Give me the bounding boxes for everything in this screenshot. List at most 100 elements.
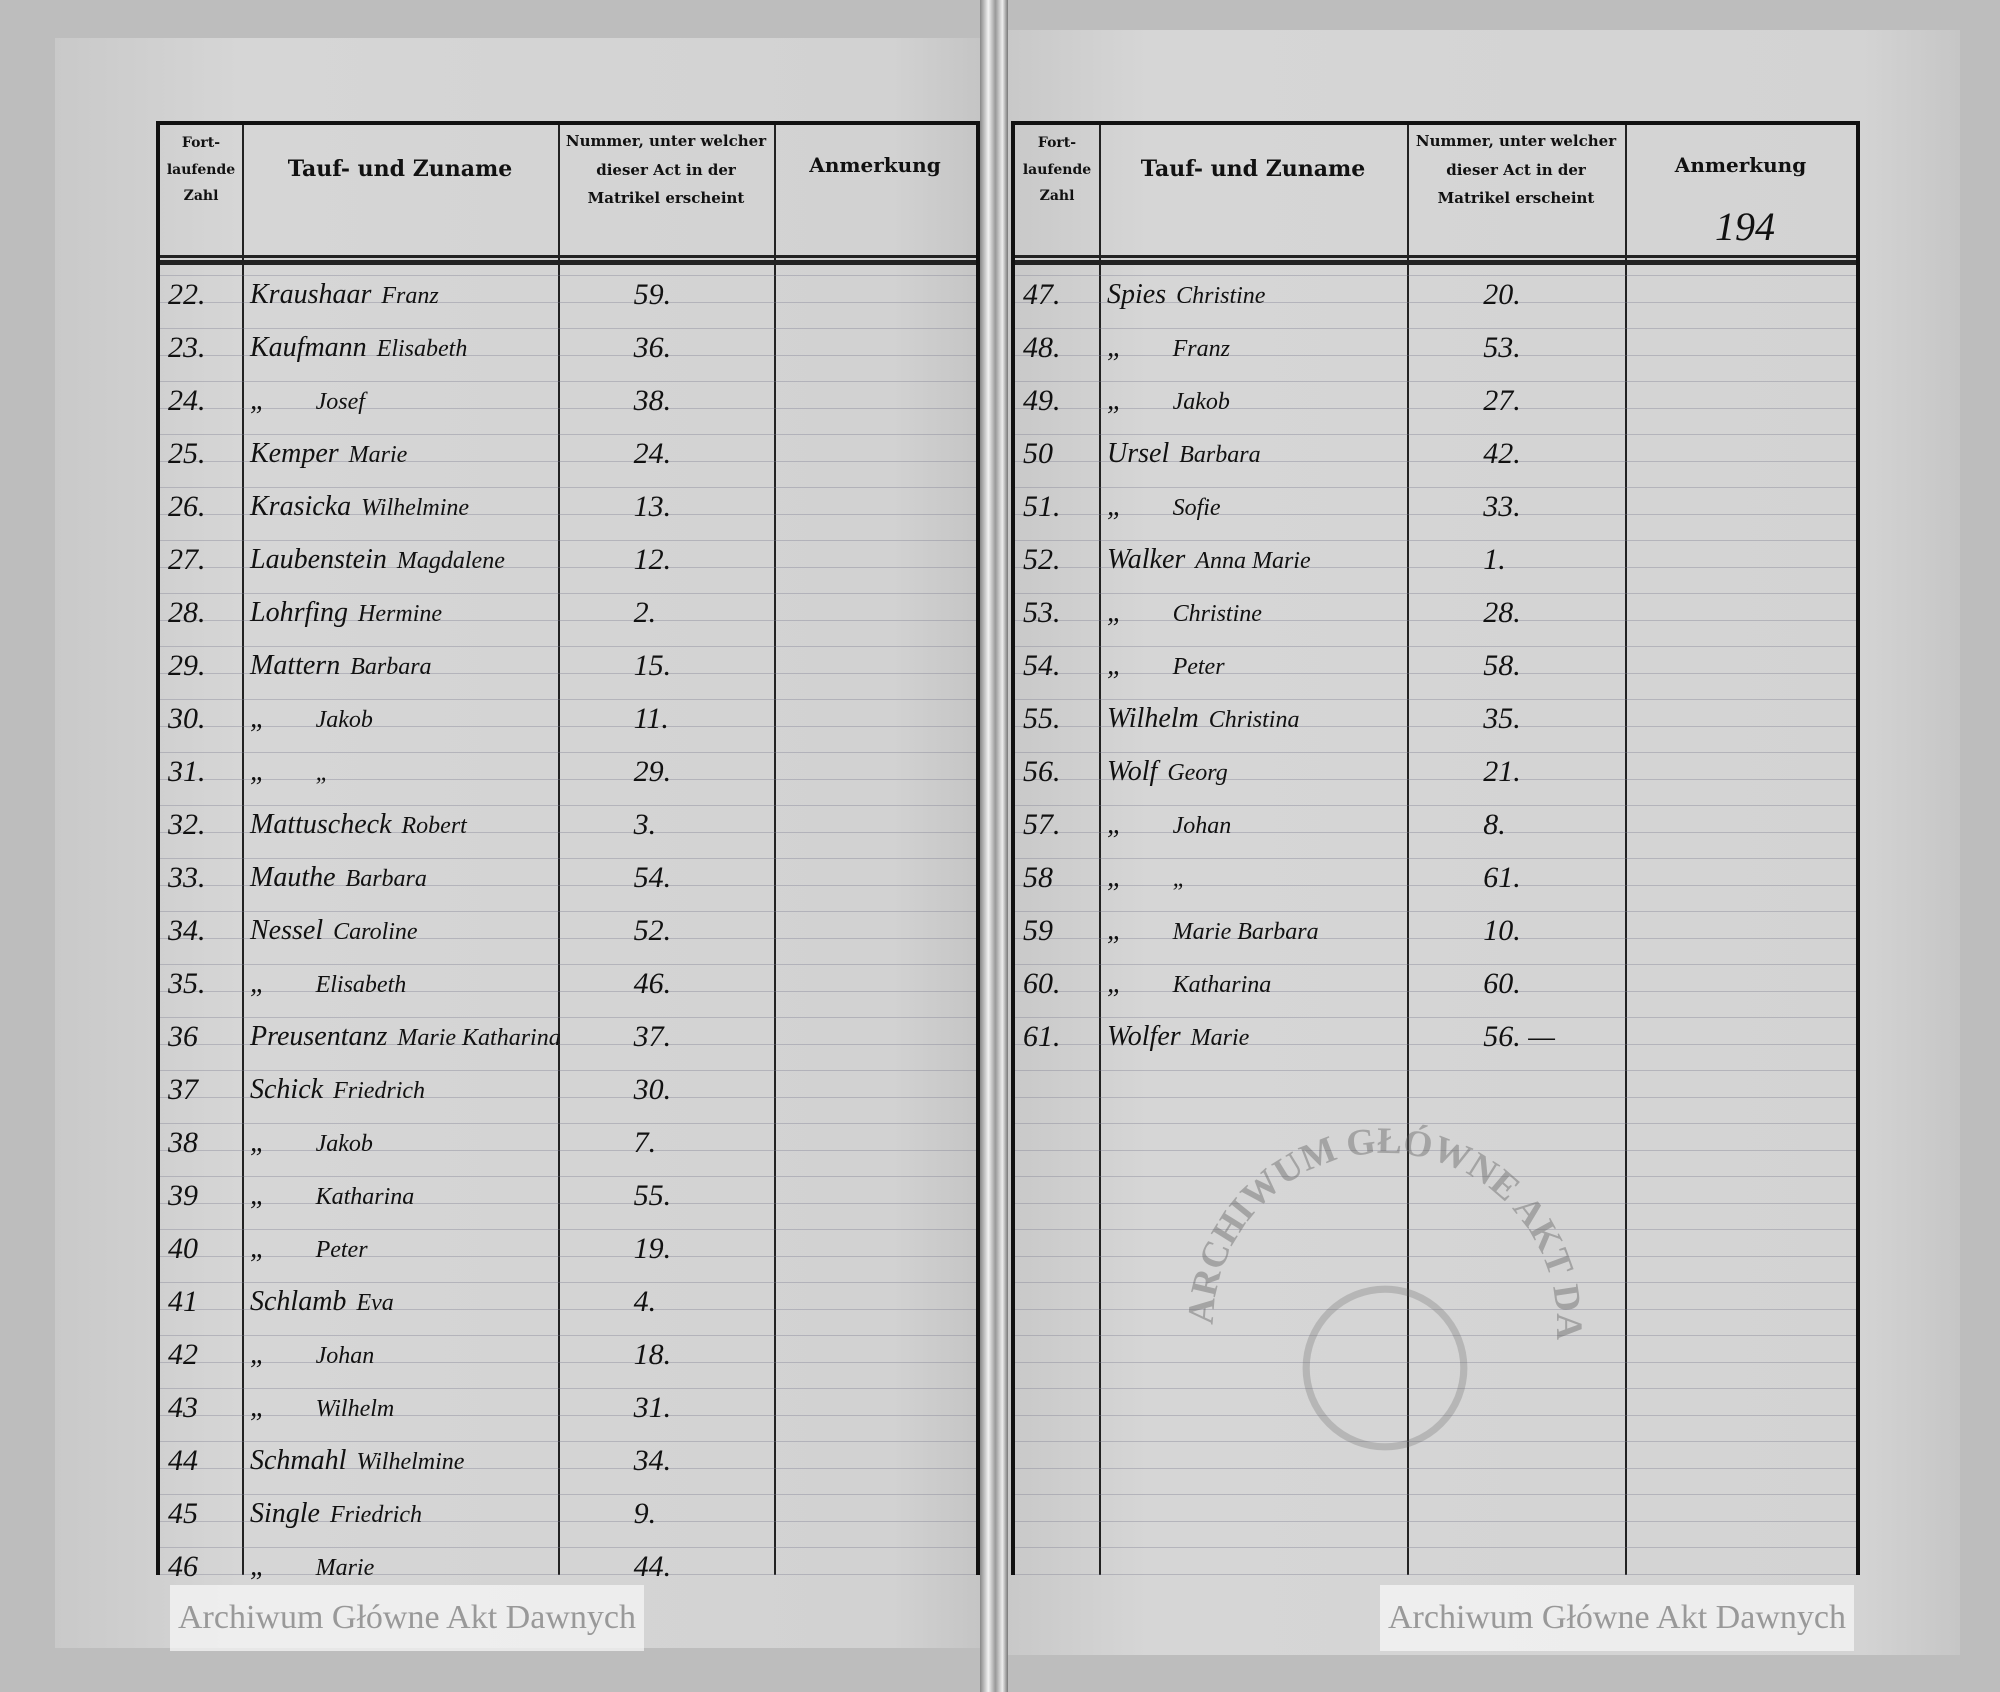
entry-surname: Krasicka [250, 491, 352, 522]
ruled-line [160, 964, 976, 965]
entry-surname: Kaufmann [250, 332, 367, 363]
entry-number: 52. [1023, 543, 1061, 576]
header-name: Tauf- und Zuname [1140, 156, 1366, 183]
entry-given-name: „ [1172, 866, 1186, 892]
entry-surname: „ [250, 1233, 266, 1264]
ruled-line [160, 1229, 976, 1230]
entry-name: „ Peter [250, 1231, 368, 1268]
entry-name: „ Marie Barbara [1107, 913, 1319, 950]
ruled-line [1015, 964, 1856, 965]
header-act: Nummer, unter welcher dieser Act in der … [1415, 132, 1617, 208]
entry-act-number: 12. [633, 543, 672, 576]
entry-given-name: Christina [1208, 707, 1300, 733]
entry-surname: Walker [1107, 544, 1186, 575]
ruled-line [1015, 1255, 1856, 1257]
ruled-line [160, 513, 976, 515]
entry-number: 53. [1023, 596, 1061, 629]
entry-act-number: 10. [1483, 914, 1521, 947]
entry-number: 29. [168, 649, 206, 682]
entry-number: 61. [1023, 1020, 1061, 1053]
entry-number: 54. [1023, 649, 1061, 682]
entry-number: 56. [1023, 755, 1061, 788]
ruled-line [160, 540, 976, 541]
ruled-line [160, 1308, 976, 1310]
entry-number: 45 [168, 1497, 198, 1530]
ruled-line [1015, 1229, 1856, 1230]
entry-name: „ Katharina [1107, 966, 1271, 1003]
column-divider [558, 125, 560, 1575]
ruled-line [160, 1070, 976, 1071]
entry-act-number: 28. [1483, 596, 1521, 629]
header-note: Anmerkung [809, 153, 941, 177]
entry-name: Mauthe Barbara [250, 860, 427, 897]
entry-name: „ Marie [250, 1549, 374, 1586]
entry-name: Nessel Caroline [250, 913, 418, 950]
ruled-line [160, 566, 976, 568]
entry-act-number: 15. [633, 649, 672, 682]
ruled-line [1015, 1547, 1856, 1548]
ruled-line [160, 1520, 976, 1522]
entry-number: 35. [168, 967, 206, 1000]
entry-name: Kaufmann Elisabeth [250, 330, 467, 367]
ruled-line [160, 487, 976, 488]
ruled-line [1015, 328, 1856, 329]
entry-act-number: 58. [1483, 649, 1521, 682]
entry-act-number: 33. [1483, 490, 1521, 523]
entry-given-name: Friedrich [330, 1502, 422, 1528]
ruled-line [160, 831, 976, 833]
right-register-table: Fort- laufende Zahl Tauf- und Zuname Numme… [1011, 121, 1860, 1575]
ruled-line [1015, 540, 1856, 541]
entry-number: 59 [1023, 914, 1053, 947]
ruled-line [160, 672, 976, 674]
entry-number: 60. [1023, 967, 1061, 1000]
entry-given-name: Robert [401, 813, 467, 839]
archive-stamp: ARCHIWUM GŁÓWNE AKT DAWNYCH [1151, 1078, 1600, 1540]
book-spine [980, 0, 1008, 1692]
ruled-line [1015, 301, 1856, 303]
entry-number: 44 [168, 1444, 198, 1477]
entry-surname: „ [1107, 862, 1123, 893]
entry-act-number: 1. [1483, 543, 1506, 576]
ruled-line [1015, 566, 1856, 568]
ruled-line [160, 1096, 976, 1098]
header-name: Tauf- und Zuname [287, 156, 513, 183]
ruled-line [160, 301, 976, 303]
entry-name: Laubenstein Magdalene [250, 542, 505, 579]
ruled-line [1015, 831, 1856, 833]
entry-act-number: 35. [1483, 702, 1521, 735]
entry-number: 55. [1023, 702, 1061, 735]
entry-name: Schmahl Wilhelmine [250, 1443, 464, 1480]
entry-surname: Schlamb [250, 1286, 347, 1317]
ruled-line [1015, 1361, 1856, 1363]
entry-surname: „ [250, 1392, 266, 1423]
entry-given-name: Wilhelmine [361, 495, 470, 521]
entry-surname: Lohrfing [250, 597, 349, 628]
ruled-line [1015, 1123, 1856, 1124]
ruled-line [1015, 725, 1856, 727]
entry-given-name: Friedrich [333, 1078, 426, 1104]
ruled-line [160, 858, 976, 859]
column-divider [774, 125, 776, 1575]
entry-number: 42 [168, 1338, 198, 1371]
entry-act-number: 42. [1483, 437, 1521, 470]
entry-number: 22. [168, 278, 206, 311]
ruled-line [1015, 1096, 1856, 1098]
entry-act-number: 59. [633, 278, 672, 311]
entry-name: Schick Friedrich [250, 1072, 425, 1109]
watermark-left: Archiwum Główne Akt Dawnych [170, 1585, 644, 1651]
ruled-line [160, 1202, 976, 1204]
entry-given-name: Magdalene [396, 548, 505, 574]
ruled-line [160, 1043, 976, 1045]
entry-surname: Kraushaar [250, 279, 372, 310]
entry-given-name: Caroline [333, 919, 418, 945]
entry-name: Schlamb Eva [250, 1284, 394, 1321]
entry-surname: „ [1107, 809, 1123, 840]
entry-number: 27. [168, 543, 206, 576]
ruled-line [1015, 699, 1856, 700]
right-page [1005, 30, 1960, 1655]
ruled-line [1015, 646, 1856, 647]
header-number: Fort- laufende Zahl [1022, 135, 1092, 205]
entry-number: 24. [168, 384, 206, 417]
ruled-line [160, 778, 976, 780]
entry-act-number: 13. [633, 490, 672, 523]
